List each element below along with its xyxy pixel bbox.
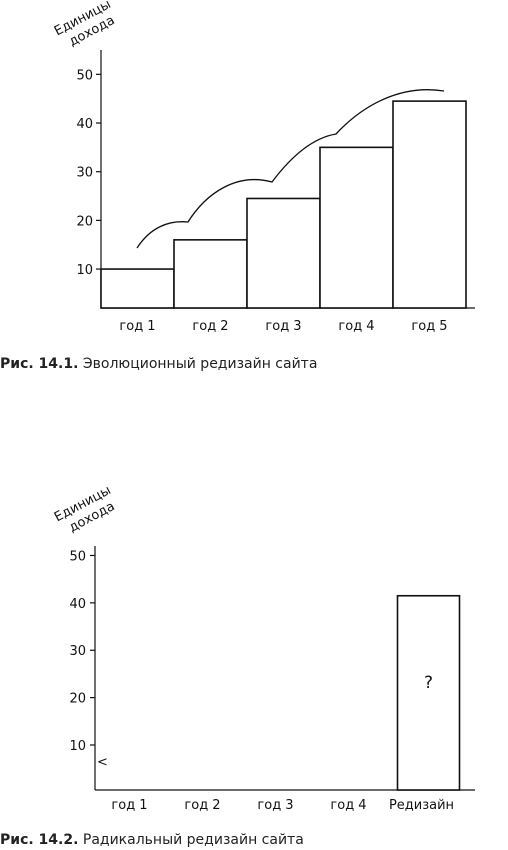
caption-text: Эволюционный редизайн сайта bbox=[82, 356, 318, 372]
y-ticks: 10 20 30 40 50 bbox=[69, 549, 95, 754]
y-tick-label: 40 bbox=[69, 597, 86, 612]
x-tick-label: год 1 bbox=[119, 319, 155, 334]
x-tick-label: Редизайн bbox=[389, 798, 454, 813]
x-tick-label: год 3 bbox=[257, 798, 293, 813]
y-tick-label: 50 bbox=[69, 549, 86, 564]
bars bbox=[100, 100, 467, 309]
bar bbox=[392, 100, 467, 309]
y-tick-label: 50 bbox=[76, 68, 93, 83]
caption-text: Радикальный редизайн сайта bbox=[82, 832, 304, 848]
y-tick-label: 10 bbox=[76, 263, 93, 278]
bars: ? bbox=[396, 594, 461, 791]
caption-label: Рис. 14.1. bbox=[0, 356, 79, 372]
bar bbox=[319, 146, 394, 309]
x-tick-label: год 3 bbox=[265, 319, 301, 334]
bar-label: ? bbox=[424, 673, 433, 693]
figure-caption-2: Рис. 14.2. Радикальный редизайн сайта bbox=[0, 832, 304, 848]
caption-label: Рис. 14.2. bbox=[0, 832, 79, 848]
bar bbox=[396, 594, 461, 791]
bar bbox=[100, 268, 175, 309]
x-tick-label: год 5 bbox=[411, 319, 447, 334]
y-tick-label: 30 bbox=[69, 644, 86, 659]
y-tick-label: 10 bbox=[69, 739, 86, 754]
y-tick-label: 40 bbox=[76, 117, 93, 132]
y-axis-label: Единицы дохода bbox=[52, 481, 125, 539]
x-tick-labels: год 1 год 2 год 3 год 4 Редизайн bbox=[111, 798, 454, 813]
y-ticks: 10 20 30 40 50 bbox=[76, 68, 101, 278]
bar bbox=[173, 239, 248, 309]
figure-caption-1: Рис. 14.1. Эволюционный редизайн сайта bbox=[0, 356, 317, 372]
growth-arcs bbox=[136, 89, 445, 249]
x-tick-labels: год 1 год 2 год 3 год 4 год 5 bbox=[119, 319, 447, 334]
axis-marker: < bbox=[97, 755, 108, 770]
x-tick-label: год 2 bbox=[184, 798, 220, 813]
x-tick-label: год 4 bbox=[330, 798, 366, 813]
x-tick-label: год 1 bbox=[111, 798, 147, 813]
y-tick-label: 20 bbox=[69, 692, 86, 707]
x-tick-label: год 2 bbox=[192, 319, 228, 334]
y-axis-label: Единицы дохода bbox=[52, 0, 125, 53]
bar bbox=[246, 197, 321, 309]
y-tick-label: 30 bbox=[76, 166, 93, 181]
x-tick-label: год 4 bbox=[338, 319, 374, 334]
y-tick-label: 20 bbox=[76, 214, 93, 229]
